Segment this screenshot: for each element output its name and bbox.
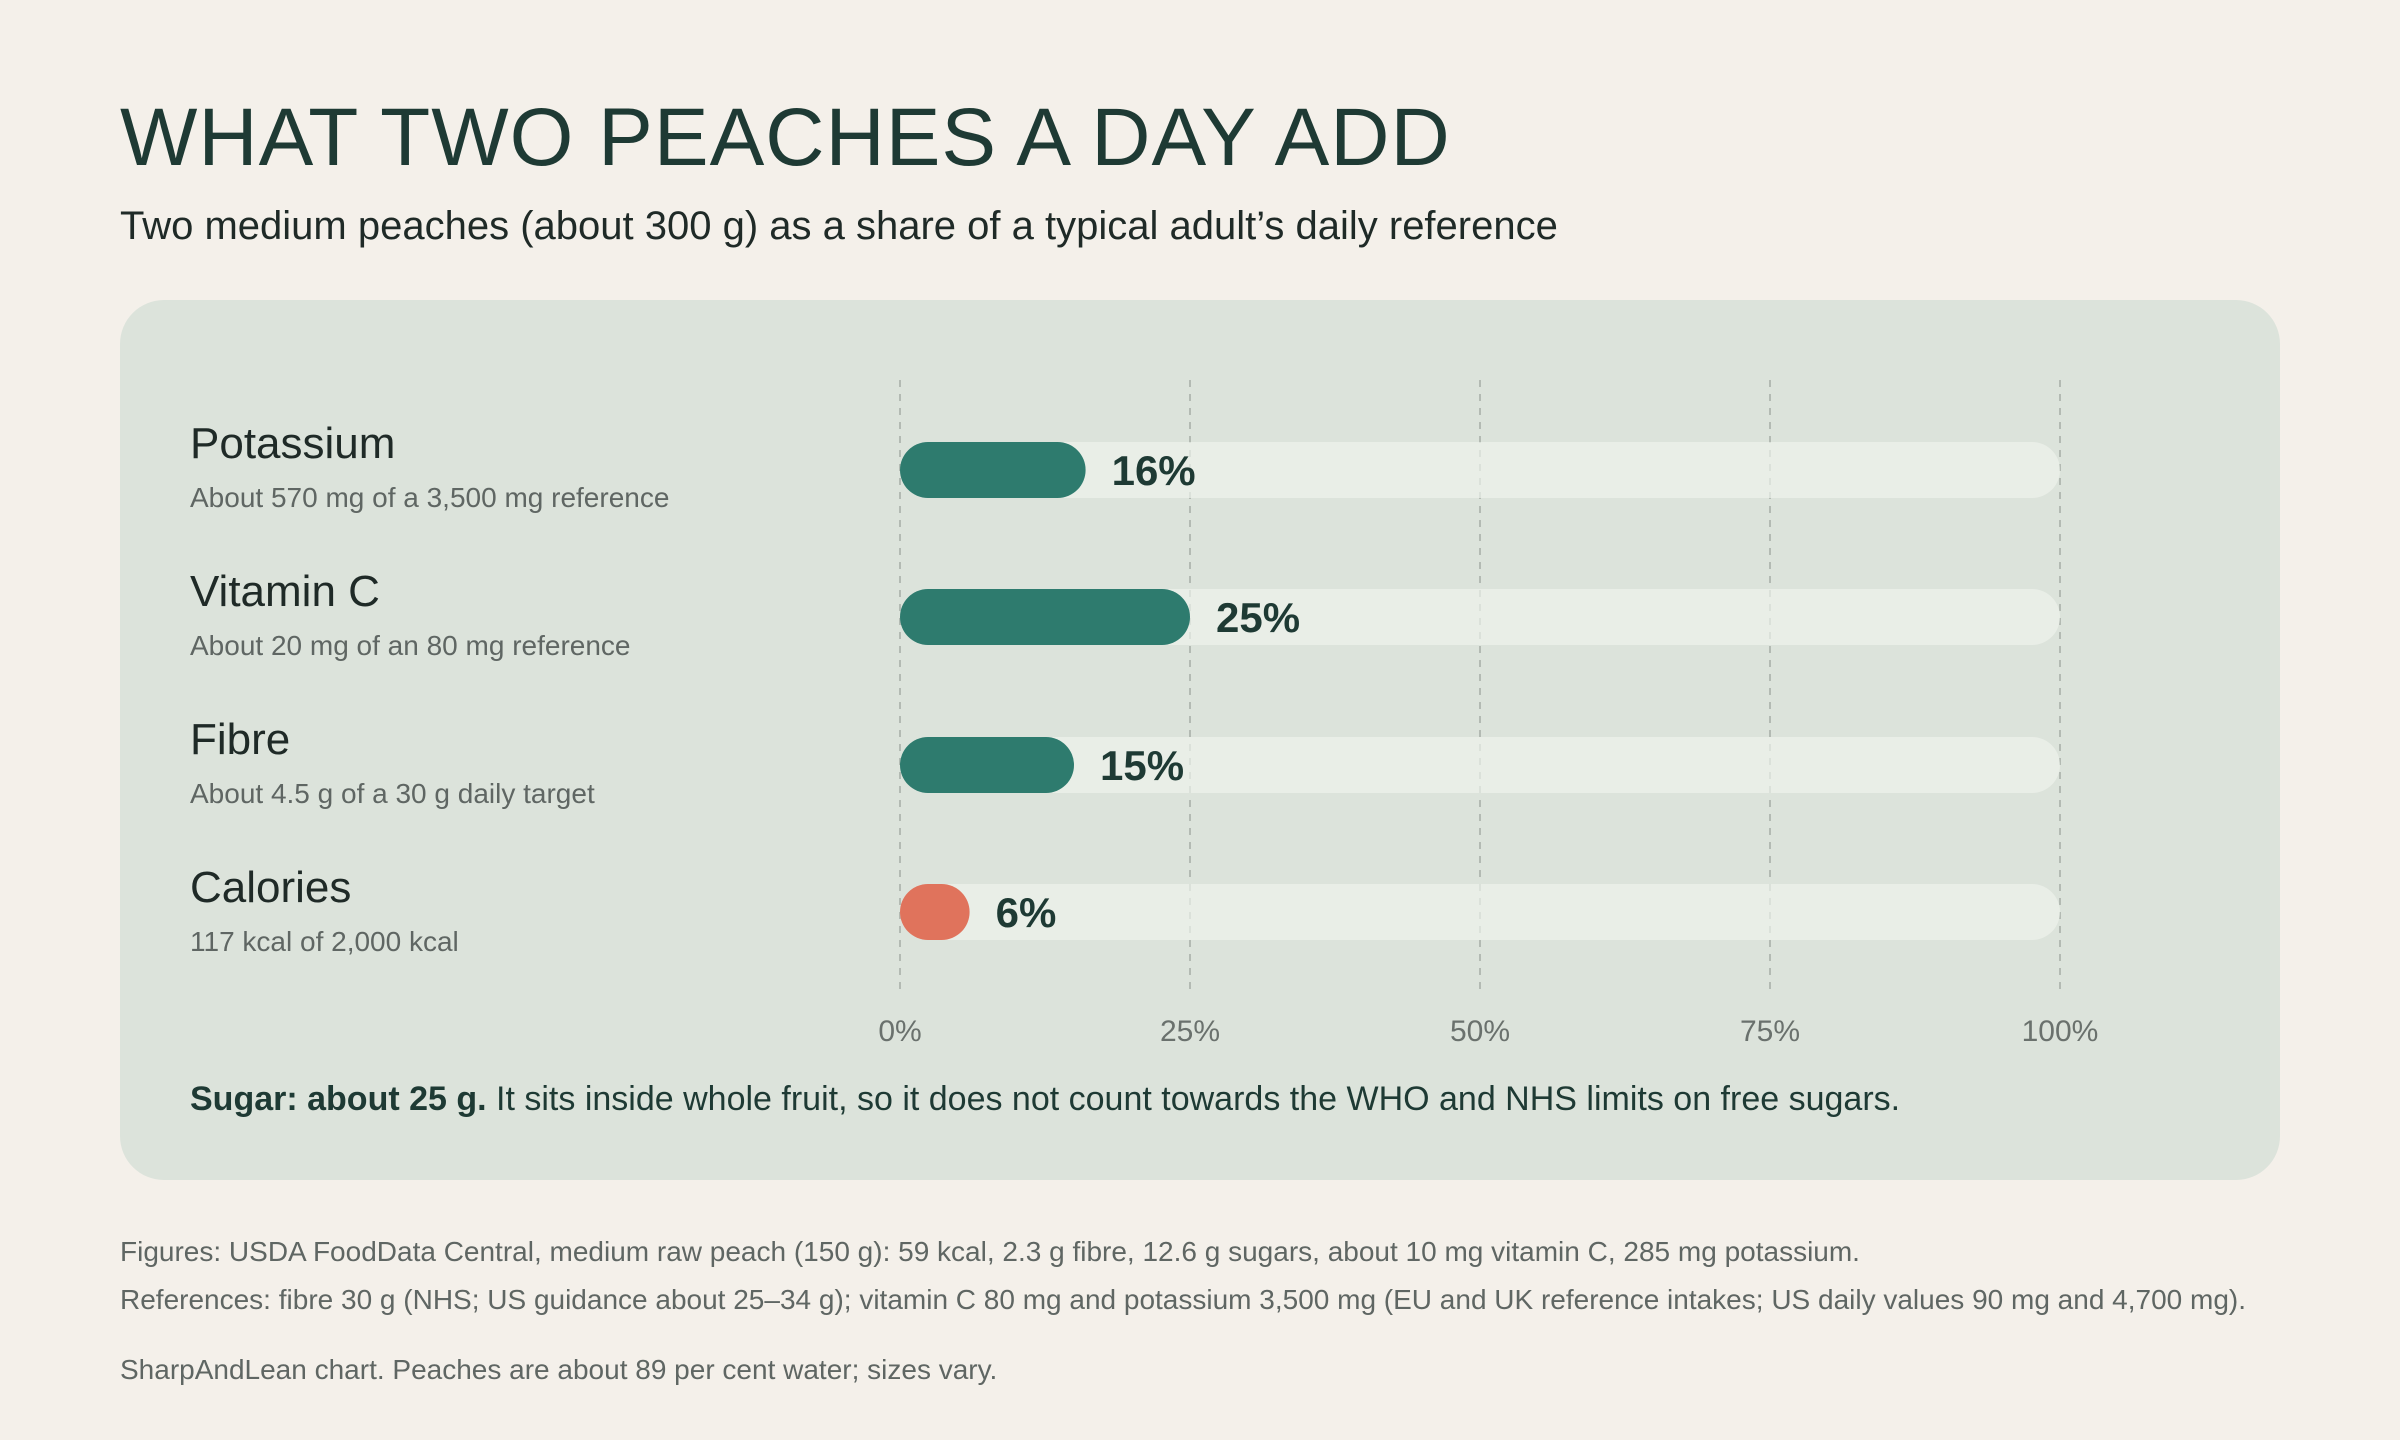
sugar-note: Sugar: about 25 g. It sits inside whole … xyxy=(190,1078,1900,1120)
value-label: 6% xyxy=(996,889,1057,936)
chart-title: WHAT TWO PEACHES A DAY ADD xyxy=(120,92,1451,183)
tick-label: 50% xyxy=(1450,1015,1510,1048)
tick-label: 100% xyxy=(2022,1015,2099,1048)
value-label: 15% xyxy=(1100,742,1184,789)
category-label: Calories xyxy=(190,863,352,912)
bar-track xyxy=(900,737,2060,793)
chart-subtitle: Two medium peaches (about 300 g) as a sh… xyxy=(120,204,1558,248)
category-label: Vitamin C xyxy=(190,567,380,616)
category-label: Fibre xyxy=(190,715,291,764)
category-description: About 20 mg of an 80 mg reference xyxy=(190,630,631,661)
category-description: 117 kcal of 2,000 kcal xyxy=(190,926,459,957)
row-label-calories: Calories 117 kcal of 2,000 kcal xyxy=(190,862,459,960)
bar-track xyxy=(900,442,2060,498)
footnote-references: References: fibre 30 g (NHS; US guidance… xyxy=(120,1284,2247,1315)
row-label-potassium: Potassium About 570 mg of a 3,500 mg ref… xyxy=(190,418,669,516)
category-description: About 4.5 g of a 30 g daily target xyxy=(190,778,595,809)
value-label: 16% xyxy=(1112,447,1196,494)
sugar-note-text: It sits inside whole fruit, so it does n… xyxy=(486,1080,1901,1118)
footnote-credit: SharpAndLean chart. Peaches are about 89… xyxy=(120,1354,998,1385)
row-label-vitamin-c: Vitamin C About 20 mg of an 80 mg refere… xyxy=(190,566,631,664)
bar xyxy=(900,737,1074,793)
row-label-fibre: Fibre About 4.5 g of a 30 g daily target xyxy=(190,714,595,812)
category-label: Potassium xyxy=(190,419,396,468)
category-description: About 570 mg of a 3,500 mg reference xyxy=(190,482,670,513)
bar xyxy=(900,442,1086,498)
sugar-note-bold: Sugar: about 25 g. xyxy=(190,1080,487,1118)
tick-label: 25% xyxy=(1160,1015,1220,1048)
footnote-figures: Figures: USDA FoodData Central, medium r… xyxy=(120,1236,1860,1267)
tick-label: 75% xyxy=(1740,1015,1800,1048)
bar-track xyxy=(900,884,2060,940)
value-label: 25% xyxy=(1216,594,1300,641)
bar xyxy=(900,589,1190,645)
bar xyxy=(900,884,970,940)
bar-track xyxy=(900,589,2060,645)
tick-label: 0% xyxy=(878,1015,921,1048)
